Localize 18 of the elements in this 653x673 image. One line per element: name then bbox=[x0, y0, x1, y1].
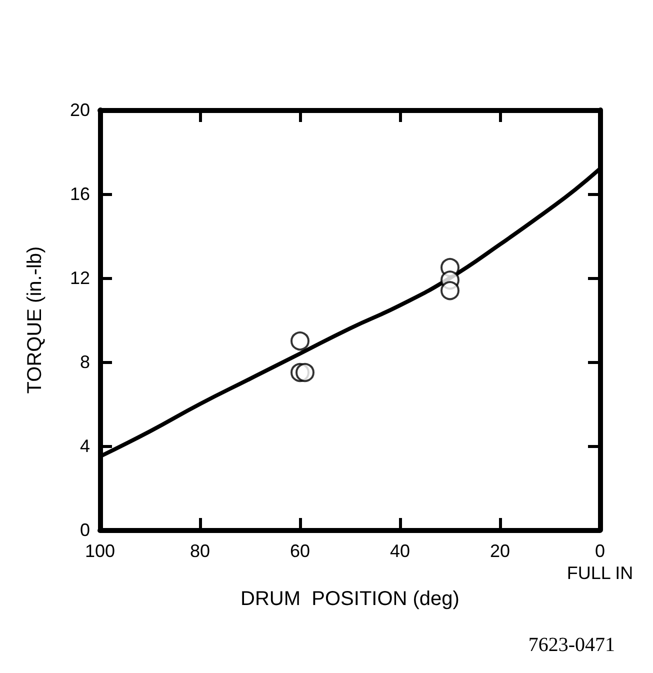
y-tick-label: 4 bbox=[80, 436, 90, 456]
y-axis-title: TORQUE (in.-lb) bbox=[24, 246, 46, 394]
x-axis-title: DRUM POSITION (deg) bbox=[240, 588, 460, 610]
y-tick-label: 12 bbox=[70, 268, 90, 288]
y-tick-label: 8 bbox=[80, 352, 90, 372]
y-tick-label: 16 bbox=[70, 184, 90, 204]
point bbox=[290, 332, 310, 350]
y-tick-label: 0 bbox=[80, 520, 90, 540]
x-tick-label: 40 bbox=[390, 541, 410, 561]
x-tick-label: 20 bbox=[490, 541, 510, 561]
point bbox=[440, 281, 460, 300]
y-tick-label: 20 bbox=[70, 100, 90, 120]
x-tick-label: 0 FULL IN bbox=[566, 541, 634, 583]
text: 7623-0471 bbox=[528, 634, 616, 656]
point bbox=[296, 363, 314, 382]
x-tick-label: 80 bbox=[190, 541, 210, 561]
x-tick-label: 60 bbox=[290, 541, 310, 561]
x-tick-label: 100 bbox=[84, 541, 116, 561]
